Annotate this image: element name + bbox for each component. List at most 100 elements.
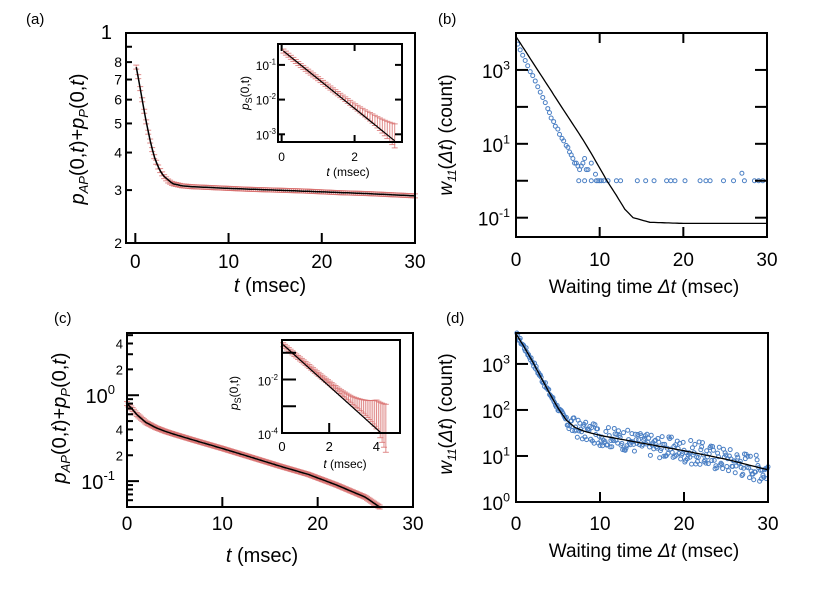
data-point	[672, 178, 678, 184]
y-axis-label-a: pAP(0,t)+pP(0,t)	[67, 73, 91, 205]
data-point	[542, 100, 548, 106]
data-point	[567, 423, 573, 429]
x-axis-label-b: Waiting time Δt (msec)	[549, 277, 739, 298]
data-point	[669, 449, 675, 455]
inset-frame-a	[277, 43, 403, 143]
x-tick-label: 20	[673, 250, 694, 271]
y-tick-label: 8	[114, 54, 122, 70]
data-point	[618, 178, 624, 184]
x-tick-label: 20	[311, 252, 332, 273]
data-point	[754, 457, 760, 463]
fit-line	[126, 403, 381, 508]
data-point	[702, 457, 708, 463]
data-point	[668, 434, 674, 440]
y-tick-label: 100	[482, 490, 510, 515]
fit-line	[515, 333, 769, 471]
data-point	[535, 84, 541, 90]
data-point	[555, 126, 561, 132]
data-point	[664, 178, 670, 184]
data-point	[741, 178, 747, 184]
x-tick-label: 10	[589, 514, 610, 535]
data-point	[538, 374, 544, 380]
data-point	[594, 426, 600, 432]
y-tick-label: 1	[101, 22, 112, 44]
data-point	[530, 73, 536, 79]
inset-x-tick-label: 2	[351, 150, 358, 164]
y-minor-tick-label: 4	[116, 336, 123, 351]
plot-frame-c	[126, 332, 414, 508]
panel-label-c: (c)	[54, 310, 72, 327]
inset-x-tick-label: 2	[326, 439, 333, 454]
data-point	[634, 178, 640, 184]
data-point	[687, 454, 693, 460]
data-point	[593, 178, 599, 184]
data-point	[610, 438, 616, 444]
data-point	[731, 178, 737, 184]
data-point	[753, 452, 759, 458]
data-point	[609, 444, 615, 450]
fit-line	[283, 50, 396, 142]
data-point	[699, 440, 705, 446]
data-point	[540, 94, 546, 100]
data-point	[705, 461, 711, 467]
data-point	[611, 425, 617, 431]
data-point	[537, 89, 543, 95]
data-point	[680, 439, 686, 445]
data-point	[698, 447, 704, 453]
data-point	[711, 457, 717, 463]
data-point	[592, 422, 598, 428]
data-point	[636, 437, 642, 443]
x-tick-label: 30	[402, 514, 423, 535]
y-axis-label-b: w11(Δt) (count)	[436, 74, 459, 195]
data-point	[643, 178, 649, 184]
data-point	[674, 438, 680, 444]
data-point	[551, 119, 557, 125]
data-point	[724, 464, 730, 470]
data-point	[657, 455, 663, 461]
x-tick-label: 20	[673, 514, 694, 535]
data-point	[598, 178, 604, 184]
panel-label-a: (a)	[26, 11, 44, 28]
data-point	[707, 178, 713, 184]
x-tick-label: 0	[511, 250, 522, 271]
data-point	[661, 453, 667, 459]
data-point	[603, 429, 609, 435]
data-point	[720, 178, 726, 184]
data-point	[696, 439, 702, 445]
inset-frame-c	[281, 339, 401, 434]
data-point	[714, 465, 720, 471]
data-point	[726, 468, 732, 474]
data-point	[576, 178, 582, 184]
data-point	[656, 439, 662, 445]
data-point	[722, 450, 728, 456]
inset-x-axis-label: t (msec)	[326, 165, 369, 179]
inset-y-tick-label: 10-1	[256, 57, 276, 72]
data-point	[648, 432, 654, 438]
x-tick-label: 0	[122, 514, 133, 535]
inset-y-tick-label: 10-2	[256, 92, 276, 107]
data-point	[545, 106, 551, 112]
inset-y-tick-label: 10-2	[258, 373, 278, 388]
x-axis-label-a: t (msec)	[234, 275, 306, 297]
x-tick-label: 30	[757, 514, 778, 535]
x-tick-label: 20	[307, 514, 328, 535]
data-point	[738, 464, 744, 470]
data-point	[647, 452, 653, 458]
x-tick-label: 10	[212, 514, 233, 535]
inset-x-tick-label: 0	[278, 150, 285, 164]
data-point	[640, 441, 646, 447]
x-tick-label: 30	[404, 252, 425, 273]
data-point	[742, 456, 748, 462]
data-point	[561, 138, 567, 144]
data-point	[532, 78, 538, 84]
data-point	[622, 447, 628, 453]
data-point	[709, 458, 715, 464]
data-point	[613, 178, 619, 184]
data-point	[662, 441, 668, 447]
y-tick-label: 6	[114, 92, 122, 108]
data-point	[565, 144, 571, 150]
y-tick-label: 7	[114, 72, 122, 88]
y-tick-label: 5	[114, 115, 122, 131]
